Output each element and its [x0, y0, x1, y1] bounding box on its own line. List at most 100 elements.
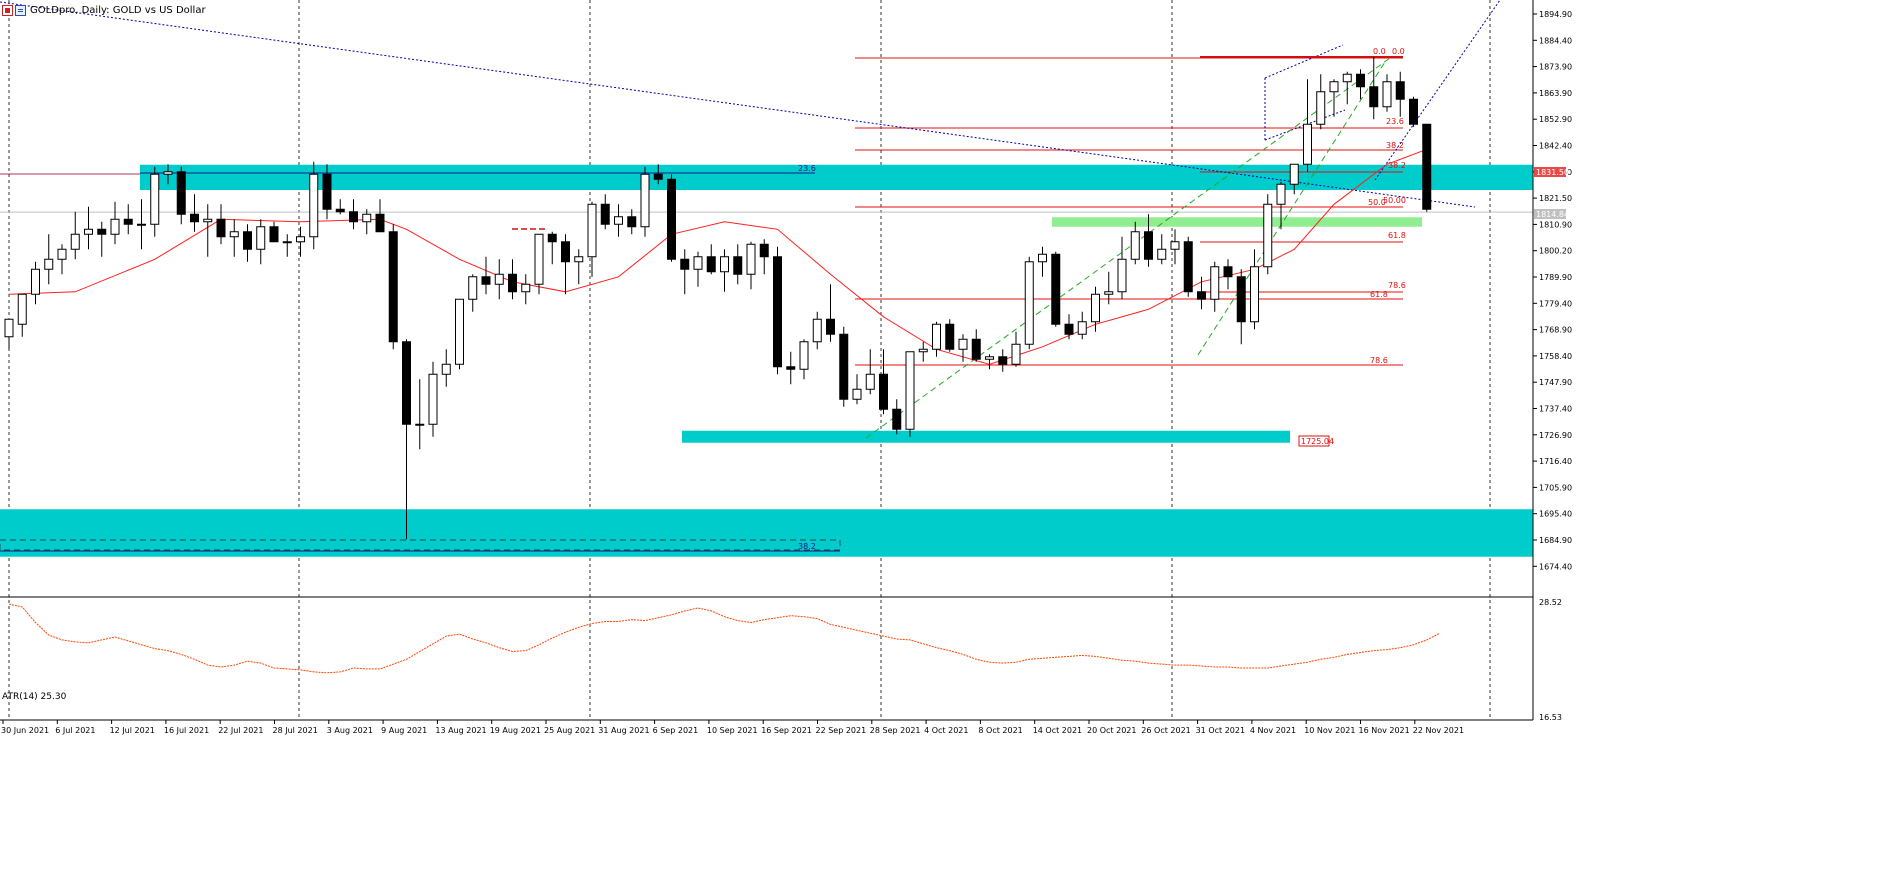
candle-body	[1130, 231, 1140, 260]
candle-body	[1197, 291, 1206, 300]
time-tick-label: 16 Jul 2021	[164, 726, 209, 735]
candle-body	[985, 356, 994, 360]
chart-window-icon[interactable]	[15, 4, 26, 16]
candle-body	[1051, 253, 1061, 325]
candle-body	[282, 241, 292, 244]
fib-label: 78.6	[1388, 281, 1406, 290]
time-tick-label: 16 Nov 2021	[1359, 726, 1410, 735]
time-tick-label: 28 Jul 2021	[273, 726, 318, 735]
atr-scale-bottom: 16.53	[1539, 713, 1562, 722]
candle-body	[1038, 253, 1047, 263]
candle-body	[1104, 291, 1114, 295]
candle-body	[1024, 261, 1034, 345]
time-tick-label: 6 Sep 2021	[653, 726, 699, 735]
candle-body	[17, 293, 27, 325]
candle-body	[1356, 73, 1365, 88]
price-tick-label: 1768.90	[1539, 326, 1572, 335]
candle-body	[1263, 203, 1273, 268]
candle-body	[269, 226, 279, 243]
candle-body	[402, 341, 411, 425]
price-tick-label: 1684.90	[1539, 536, 1572, 545]
candle-body	[1236, 276, 1246, 323]
fib-left-label: 23.6	[798, 164, 816, 173]
candle-body	[614, 216, 623, 225]
candle-body	[97, 228, 107, 235]
candle-body	[322, 173, 332, 210]
channel-lower	[1197, 61, 1386, 356]
candle-body	[163, 171, 173, 175]
candle-body	[296, 236, 305, 243]
candle-body	[176, 171, 186, 215]
candle-body	[627, 216, 637, 228]
candle-body	[137, 223, 146, 226]
candle-body	[31, 268, 40, 295]
time-tick-label: 3 Aug 2021	[327, 726, 373, 735]
candle-body	[243, 231, 252, 250]
candle-body	[680, 258, 690, 270]
price-tick-label: 1810.90	[1539, 220, 1572, 229]
candle-body	[640, 173, 650, 228]
candle-body	[839, 333, 849, 400]
support-price-box	[1298, 435, 1330, 447]
time-grid	[0, 0, 1533, 720]
fib-label: 0.0	[1373, 47, 1386, 56]
candle-body	[1170, 241, 1180, 250]
dashed-box	[0, 539, 841, 551]
candle-body	[1342, 73, 1352, 83]
candle-body	[521, 283, 531, 293]
candle-body	[1210, 266, 1220, 300]
candle-body	[759, 243, 769, 258]
price-tick-label: 1758.40	[1539, 352, 1572, 361]
candle-body	[494, 273, 504, 285]
candle-body	[561, 241, 570, 263]
chart-title: GOLDpro, Daily: GOLD vs US Dollar	[30, 4, 206, 16]
time-tick-label: 22 Nov 2021	[1413, 726, 1464, 735]
candle-body	[123, 218, 133, 225]
atr-panel	[8, 603, 1441, 674]
candle-body	[812, 318, 822, 343]
candle-body	[70, 233, 80, 250]
chart-symbol-icon[interactable]	[2, 4, 13, 16]
price-tick-label: 1884.40	[1539, 36, 1572, 45]
candle-body	[879, 373, 888, 410]
candle-body	[1382, 81, 1392, 108]
fib-label: 23.6	[1386, 117, 1404, 126]
candle-body	[44, 258, 54, 270]
atr-indicator-label: ATR(14) 25.30	[2, 692, 67, 702]
channel-upper	[865, 57, 1391, 439]
candle-body	[786, 366, 796, 370]
time-tick-label: 9 Aug 2021	[381, 726, 427, 735]
candle-body	[349, 211, 358, 223]
candle-body	[1183, 241, 1193, 293]
price-tick-label: 1842.40	[1539, 142, 1572, 151]
candle-body	[667, 178, 676, 260]
price-tick-label: 1863.90	[1539, 89, 1572, 98]
candle-body	[865, 373, 875, 390]
fib-label: 38.2	[1386, 141, 1404, 150]
candle-body	[733, 256, 743, 275]
candle-body	[415, 423, 425, 426]
candle-body	[945, 323, 955, 350]
fib-label: 38.2	[1388, 161, 1406, 170]
candle-body	[534, 233, 544, 285]
trendlines[interactable]	[0, 0, 1501, 439]
candle-body	[190, 213, 199, 223]
candle-body	[1064, 323, 1074, 335]
candle-body	[826, 318, 835, 335]
price-tick-label: 1695.40	[1539, 510, 1572, 519]
candle-body	[468, 276, 478, 300]
candle-body	[600, 203, 610, 225]
candle-body	[1316, 91, 1326, 125]
candle-body	[693, 256, 703, 270]
price-tick-label: 1674.40	[1539, 562, 1572, 571]
candle-body	[1117, 258, 1127, 293]
candle-body	[388, 231, 398, 343]
candle-body	[110, 218, 120, 235]
time-tick-label: 22 Jul 2021	[218, 726, 263, 735]
time-tick-label: 16 Sep 2021	[761, 726, 812, 735]
support-zone-mid	[682, 430, 1290, 443]
time-tick-label: 25 Aug 2021	[544, 726, 595, 735]
candle-body	[508, 273, 517, 293]
resistance-zone	[140, 164, 1533, 190]
